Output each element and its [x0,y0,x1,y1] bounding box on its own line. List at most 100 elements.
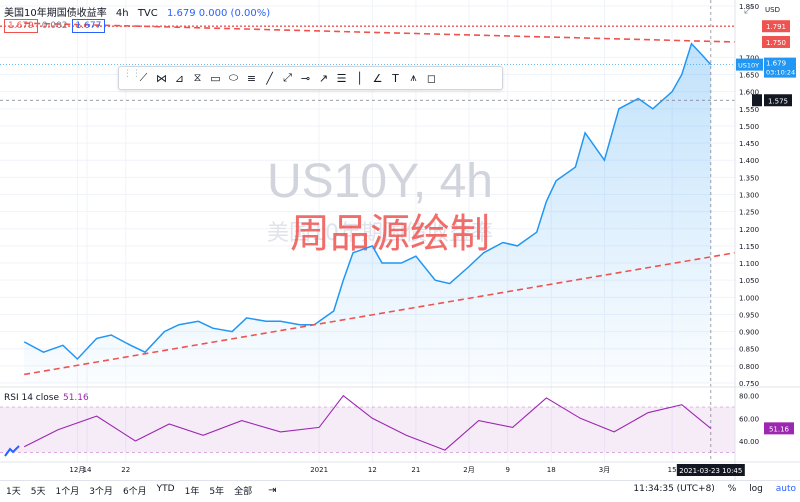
rsi-tick-label: 40.00 [739,438,759,446]
ellipse-icon[interactable]: ⬭ [228,71,239,84]
spread-value: 0.002 [41,21,68,31]
rsi-value-tag [764,422,794,435]
parallel-channel-icon[interactable]: ☰ [336,71,347,85]
text-icon[interactable]: T [392,71,399,85]
timeframe-button[interactable]: 5天 [30,486,46,497]
rectangle-icon[interactable]: ▭ [210,71,221,85]
y-tick-label: 1.350 [739,174,759,182]
timeframe-button[interactable]: YTD [156,483,175,494]
y-tick-label: 1.250 [739,209,759,217]
x-tick-label: 3月 [599,466,610,474]
trend-line-price-tag [762,35,790,48]
y-tick-label: 1.400 [739,157,759,165]
x-tick-label: 2021 [310,466,328,474]
drawing-toolbar: ⋮⋮ ⟋ ⋈ ⊿ ⧖ ▭ ⬭ ≡ ╱ ⤢ ⊸ ↗ ☰ │ ∠ T ⩚ ◻ [118,66,503,90]
log-toggle[interactable]: log [749,484,763,494]
x-tick-label: 9 [505,466,509,474]
y-tick-label: 1.150 [739,243,759,251]
currency-label: USD [765,6,780,14]
y-tick-label: 0.900 [739,329,759,337]
bottom-bar: 1天 5天 1个月 3个月 6个月 YTD 1年 5年 全部 ⇥ 11:34:35 (UTC+8… [0,480,800,499]
ask-price-box[interactable]: 1.677 [71,19,106,33]
crosshair-date-label: 2021-03-23 10:45 [679,467,742,475]
timeframe-button[interactable]: 1个月 [55,486,80,497]
y-tick-label: 0.800 [739,363,759,371]
timeframe-button[interactable]: 6个月 [122,486,147,497]
chart-header: 美国10年期国债收益率 4h TVC 1.679 0.000 (0.00%) 1… [0,0,740,34]
y-tick-label: 1.600 [739,89,759,97]
x-tick-label: 2月 [463,466,474,474]
watermark-symbol: US10Y, 4h [267,155,493,208]
timeframe-button[interactable]: 全部 [234,486,253,497]
interval-label[interactable]: 4h [115,8,129,19]
trend-line-icon[interactable]: ╱ [266,71,273,85]
timeframe-selector: 1天 5天 1个月 3个月 6个月 YTD 1年 5年 全部 [0,484,256,497]
x-tick-label: 22 [121,466,130,474]
last-price-tag [764,57,796,78]
symbol-tag [736,58,763,71]
rsi-band [0,407,735,453]
angle-icon[interactable]: ∠ [372,71,383,85]
xabcd-pattern-icon[interactable]: ⟋ [139,71,148,84]
auto-toggle[interactable]: auto [775,484,796,494]
vertical-line-icon[interactable]: │ [356,71,363,85]
symbol-tag-label: US10Y [738,62,759,70]
trend-line [24,22,736,43]
x-tick-label: 14 [83,466,92,474]
x-tick-label: 15 [668,466,677,474]
rsi-label-text: RSI 14 close [4,393,59,403]
x-tick-label: 18 [547,466,556,474]
y-tick-label: 1.000 [739,294,759,302]
y-tick-label: 1.450 [739,140,759,148]
rsi-value-tag-label: 51.16 [769,425,790,433]
calendar-icon[interactable]: ⇥ [268,484,277,496]
clock[interactable]: 11:34:35 (UTC+8) [633,484,715,494]
timeframe-button[interactable]: 3个月 [89,486,113,497]
trend-line [24,251,736,376]
y-tick-label: 1.700 [739,54,759,62]
y-tick-label: 0.850 [739,346,759,354]
quote-values: 1.679 0.000 (0.00%) [166,8,271,19]
bid-price-box[interactable]: 1.679 [4,19,38,33]
rsi-value: 51.16 [62,393,89,403]
percent-toggle[interactable]: % [727,484,737,494]
crosshair-date-tag [676,464,745,476]
last-price-value: 1.679 [766,60,786,68]
horizontal-ray-icon[interactable]: ⊸ [300,71,311,85]
y-tick-label: 0.950 [739,311,759,319]
head-shoulders-icon[interactable]: ⩚ [410,71,417,84]
x-tick-label: 12 [368,466,377,474]
timeframe-button[interactable]: 1年 [184,486,200,497]
watermark-overlay: 周品源绘制 [290,211,490,257]
triangle-pattern-icon[interactable]: ⧖ [193,71,202,84]
y-tick-label: 0.750 [739,380,759,388]
y-tick-label: 1.200 [739,226,759,234]
x-tick-label: 21 [411,466,420,474]
rsi-tick-label: 80.00 [739,393,759,401]
tradingview-logo-icon[interactable] [4,444,20,458]
crosshair-plus-button [752,94,762,107]
drag-handle-icon[interactable]: ⋮⋮ [123,69,141,79]
abcd-pattern-icon[interactable]: ⊿ [174,71,185,85]
y-tick-label: 1.550 [739,106,759,114]
fib-retracement-icon[interactable]: ≡ [246,71,257,85]
ray-icon[interactable]: ↗ [318,71,329,85]
symbol-title[interactable]: 美国10年期国债收益率 [4,8,107,19]
timeframe-button[interactable]: 5年 [209,486,225,497]
y-tick-label: 1.050 [739,277,759,285]
timeframe-button[interactable]: 1天 [6,486,21,497]
y-tick-label: 1.100 [739,260,759,268]
rsi-legend[interactable]: RSI 14 close 51.16 [4,393,89,403]
crosshair-price-label: 1.575 [768,97,788,105]
hline-price-label: 1.791 [766,23,786,31]
comment-icon[interactable]: ◻ [426,71,437,85]
us10y-line [23,42,712,361]
y-tick-label: 1.650 [739,72,759,80]
hline-price-tag [762,20,790,33]
rsi-tick-label: 60.00 [739,415,759,423]
cypher-pattern-icon[interactable]: ⋈ [156,71,167,85]
extended-line-icon[interactable]: ⤢ [283,71,292,84]
settings-icon[interactable]: ⤢ [744,3,753,16]
